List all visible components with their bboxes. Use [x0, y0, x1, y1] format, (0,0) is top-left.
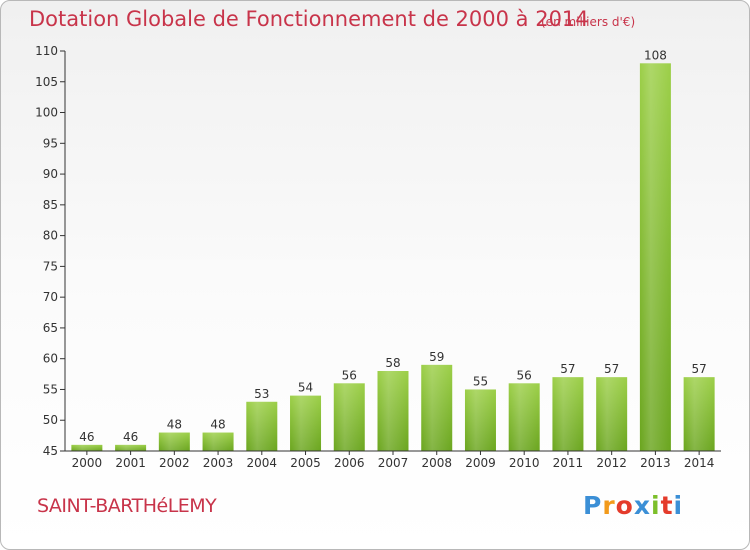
x-axis-ticks: 2000 2001 2002 2003 2004 2005 2006 2007 2008 2009… [72, 451, 715, 470]
bar-value-label: 57 [560, 362, 575, 376]
bar-value-label: 59 [429, 350, 444, 364]
bar-value-label: 57 [604, 362, 619, 376]
bar-value-label: 56 [517, 368, 532, 382]
x-tick-label: 2002 [159, 456, 190, 470]
x-tick-label: 2001 [115, 456, 146, 470]
y-tick-label: 45 [43, 444, 58, 458]
x-tick-label: 2004 [247, 456, 278, 470]
x-tick-label: 2003 [203, 456, 234, 470]
bar-value-label: 54 [298, 381, 313, 395]
bar-highlight [158, 432, 190, 451]
x-tick-label: 2011 [553, 456, 584, 470]
bar-highlight [377, 371, 409, 451]
bar-highlight [552, 377, 584, 451]
y-tick-label: 90 [43, 167, 58, 181]
y-tick-label: 85 [43, 198, 58, 212]
x-tick-label: 2005 [290, 456, 321, 470]
bar-value-label: 48 [210, 418, 225, 432]
bar-value-labels: 46 46 48 48 53 54 56 58 59 55 56 57 57 108 57 [79, 48, 707, 444]
bar-highlight [333, 383, 365, 451]
bar-highlight [202, 432, 234, 451]
y-axis-ticks: 45 50 55 60 65 70 75 80 85 90 95 100 105 110 [35, 44, 65, 458]
proxiti-logo: Proxiti [583, 491, 684, 520]
bar-highlight [421, 364, 453, 451]
y-tick-label: 105 [35, 75, 58, 89]
y-tick-label: 80 [43, 229, 58, 243]
bar-value-label: 53 [254, 387, 269, 401]
bar-highlight [71, 444, 103, 451]
y-tick-label: 70 [43, 290, 58, 304]
chart-title: Dotation Globale de Fonctionnement de 20… [29, 7, 589, 31]
y-tick-label: 100 [35, 106, 58, 120]
bar-value-label: 48 [167, 418, 182, 432]
bar-highlight [115, 444, 147, 451]
bar-value-label: 55 [473, 374, 488, 388]
bar-highlight [246, 401, 278, 451]
x-tick-label: 2010 [509, 456, 540, 470]
bar-highlight [683, 377, 715, 451]
bars [71, 63, 715, 452]
y-tick-label: 110 [35, 44, 58, 58]
x-tick-label: 2009 [465, 456, 496, 470]
bar-value-label: 56 [342, 368, 357, 382]
bar-highlight [508, 383, 540, 451]
bar-highlight [464, 389, 496, 451]
y-tick-label: 55 [43, 382, 58, 396]
y-tick-label: 60 [43, 352, 58, 366]
bar-highlight [639, 63, 671, 452]
x-tick-label: 2000 [72, 456, 103, 470]
bar-value-label: 46 [123, 430, 138, 444]
y-tick-label: 50 [43, 413, 58, 427]
x-tick-label: 2014 [684, 456, 715, 470]
bar-highlight [596, 377, 628, 451]
y-tick-label: 75 [43, 259, 58, 273]
y-tick-label: 65 [43, 321, 58, 335]
bar-highlight [290, 395, 322, 451]
bar-value-label: 58 [385, 356, 400, 370]
x-tick-label: 2008 [421, 456, 452, 470]
x-tick-label: 2012 [596, 456, 627, 470]
x-tick-label: 2013 [640, 456, 671, 470]
x-tick-label: 2007 [378, 456, 409, 470]
bar-value-label: 57 [691, 362, 706, 376]
unit-note: (en milliers d'€) [541, 15, 636, 29]
y-tick-label: 95 [43, 136, 58, 150]
x-tick-label: 2006 [334, 456, 365, 470]
commune-name: SAINT-BARTHéLEMY [37, 495, 217, 517]
bar-value-label: 108 [644, 48, 667, 62]
bar-value-label: 46 [79, 430, 94, 444]
